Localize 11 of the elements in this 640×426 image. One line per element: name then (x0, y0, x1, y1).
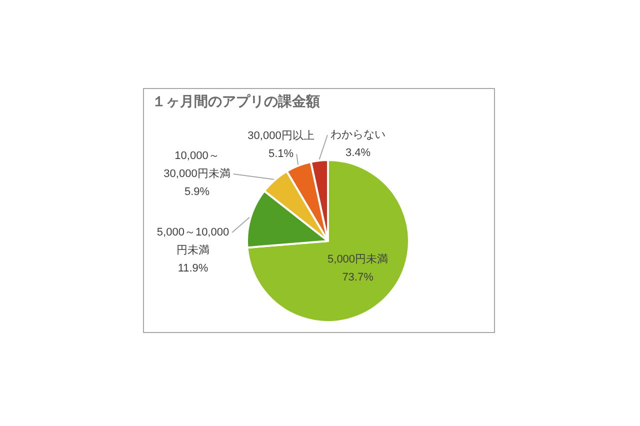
slice-label: 30,000円以上 (248, 129, 314, 142)
slice-label: 5,000～10,000円未満 (156, 226, 230, 257)
slice-label: 5,000円未満 (328, 252, 388, 266)
slice-label: 10,000～30,000円未満 (164, 150, 230, 180)
data-label: 5.9% (184, 186, 210, 198)
data-label: 3.4% (345, 147, 371, 160)
chart-title: １ヶ月間のアプリの課金額 (152, 93, 320, 111)
data-label: 5.1% (268, 148, 294, 160)
slice-label: わからない (330, 129, 386, 142)
data-label: 73.7% (342, 271, 374, 284)
data-label: 11.9% (178, 262, 208, 275)
